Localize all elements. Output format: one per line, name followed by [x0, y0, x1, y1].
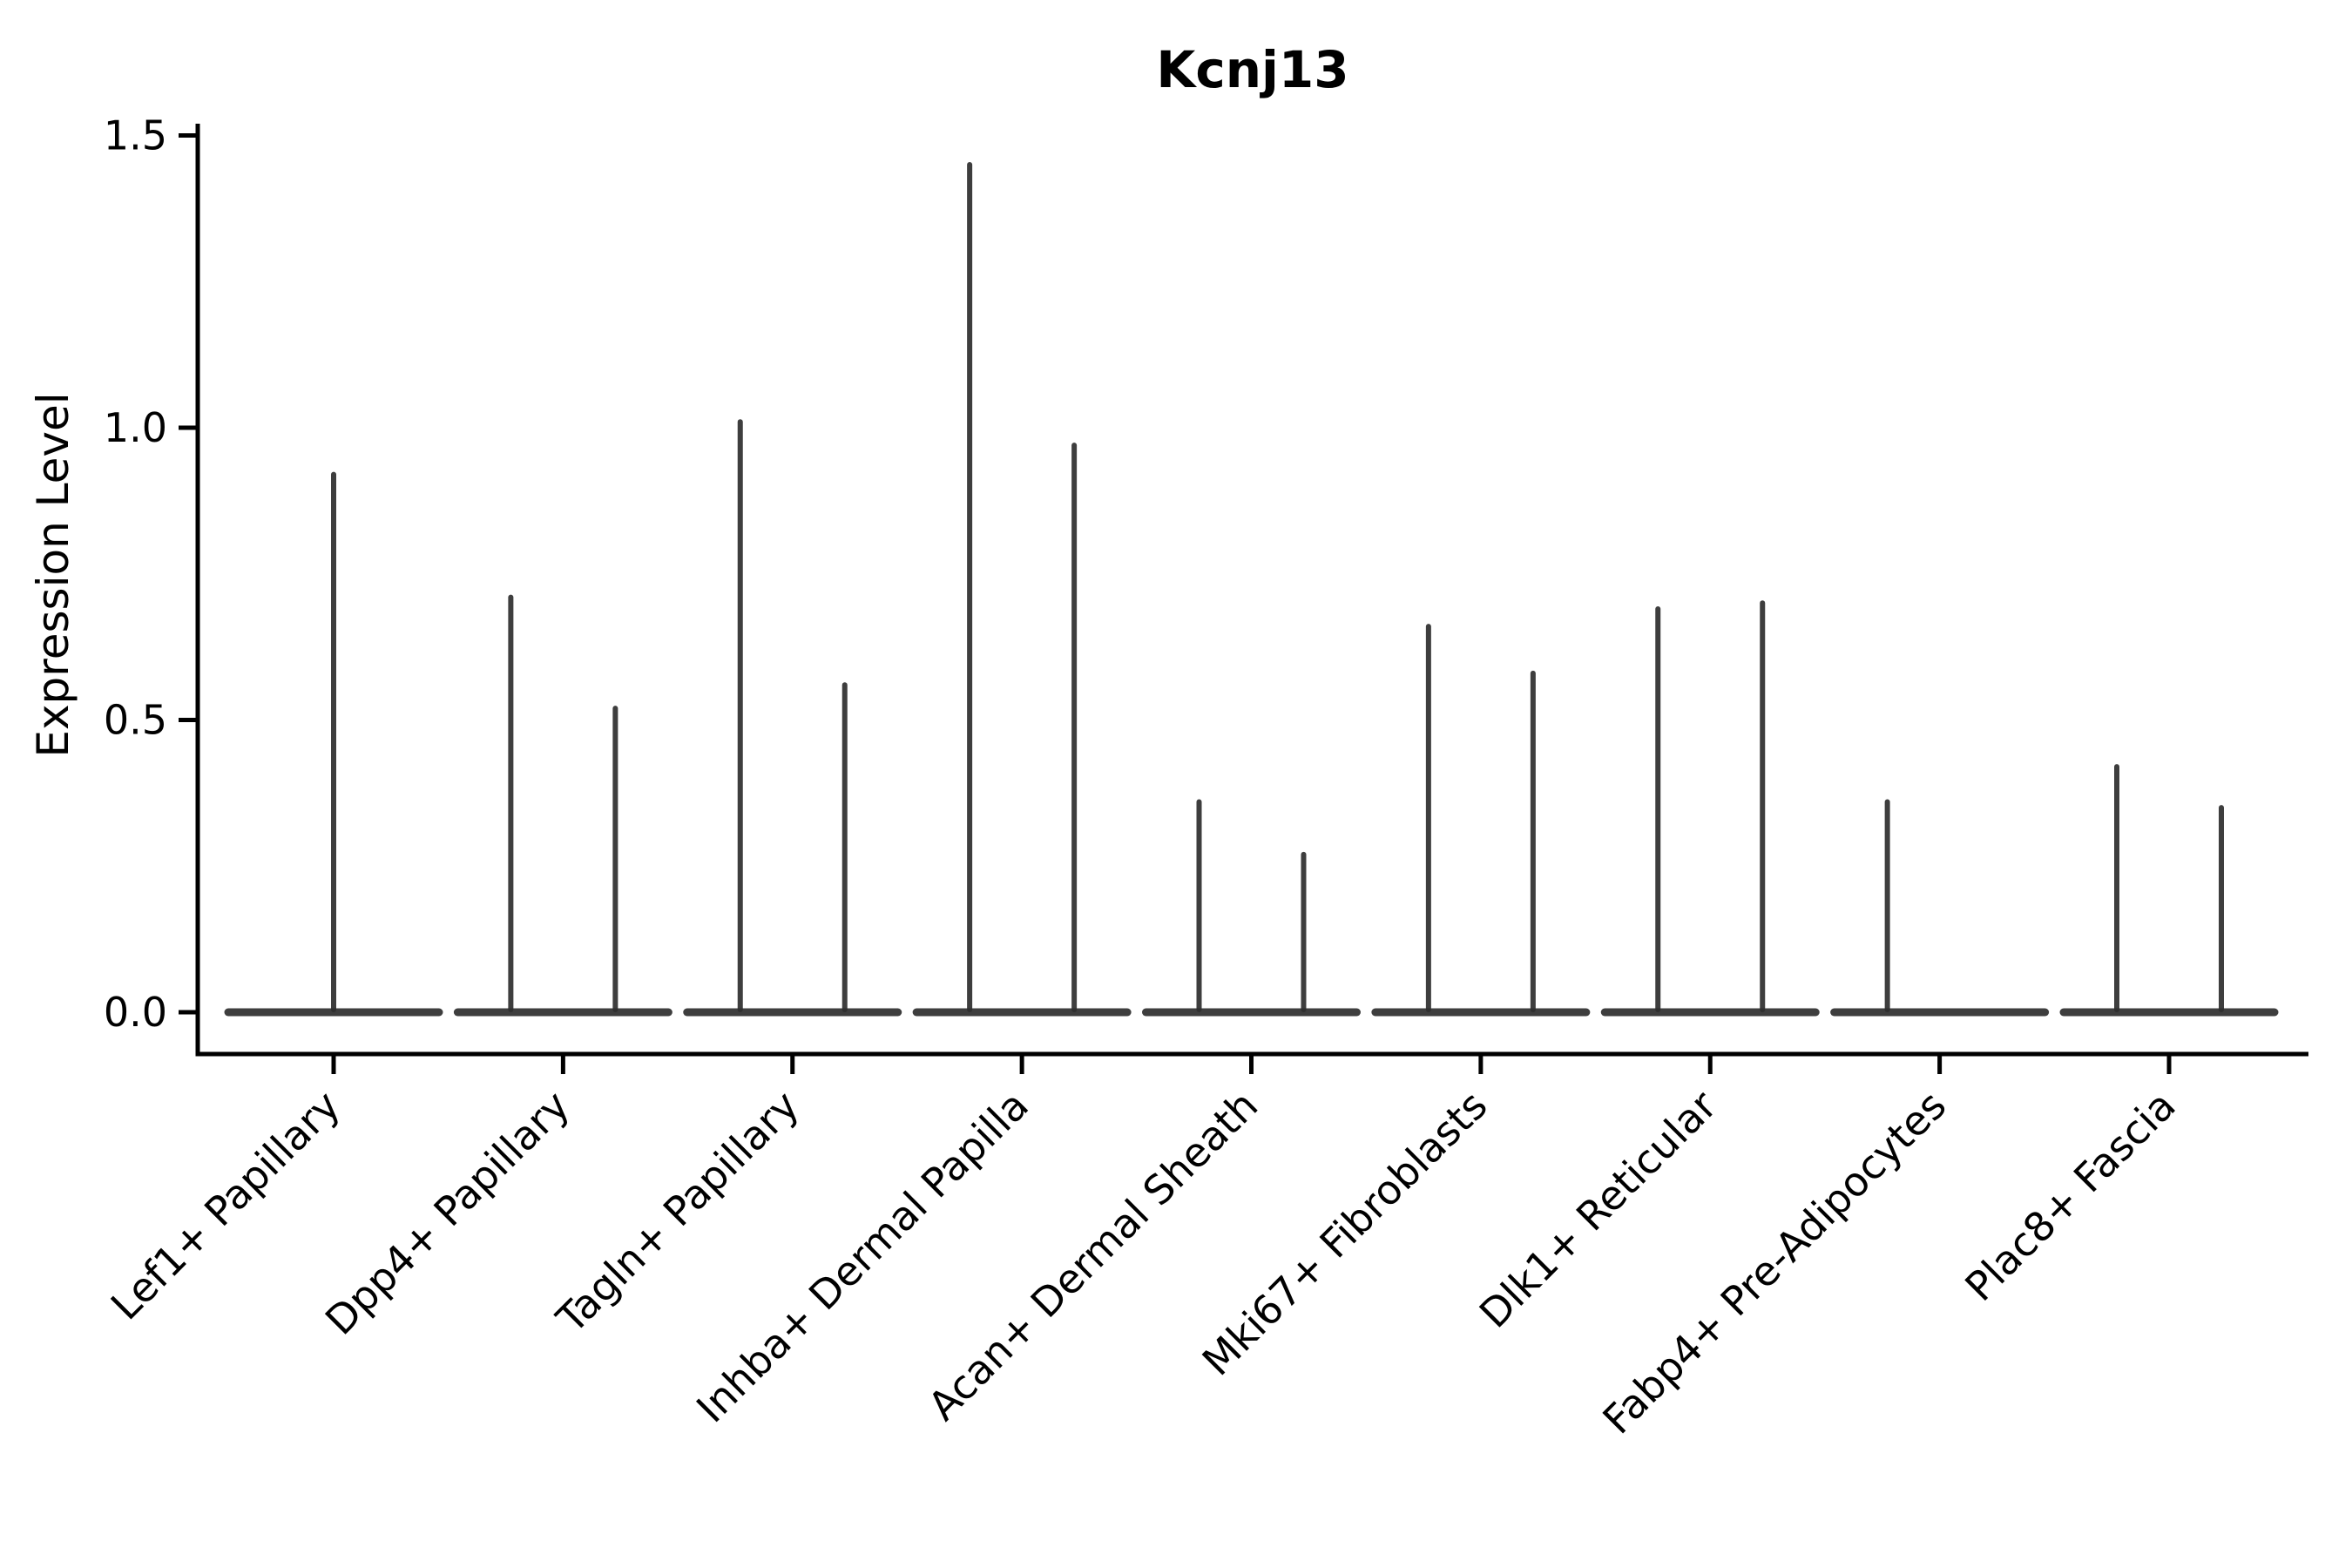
x-tick-label: Tagln+ Papillary	[547, 1082, 808, 1343]
y-tick-label: 0.5	[104, 697, 167, 744]
y-tick-label: 0.0	[104, 989, 167, 1036]
y-tick-label: 1.0	[104, 404, 167, 451]
y-axis-label: Expression Level	[28, 392, 78, 757]
y-tick-label: 1.5	[104, 112, 167, 159]
y-axis-ticks: 0.0 0.5 1.0 1.5	[104, 112, 198, 1036]
x-tick-label: Plac8+ Fascia	[1956, 1082, 2184, 1310]
x-tick-label: Lef1+ Papillary	[102, 1082, 349, 1329]
chart-title: Kcnj13	[1156, 40, 1348, 99]
x-tick-label: Dlk1+ Reticular	[1470, 1082, 1726, 1337]
x-tick-label: Dpp4+ Papillary	[316, 1082, 578, 1344]
violins-layer	[224, 162, 2279, 1017]
